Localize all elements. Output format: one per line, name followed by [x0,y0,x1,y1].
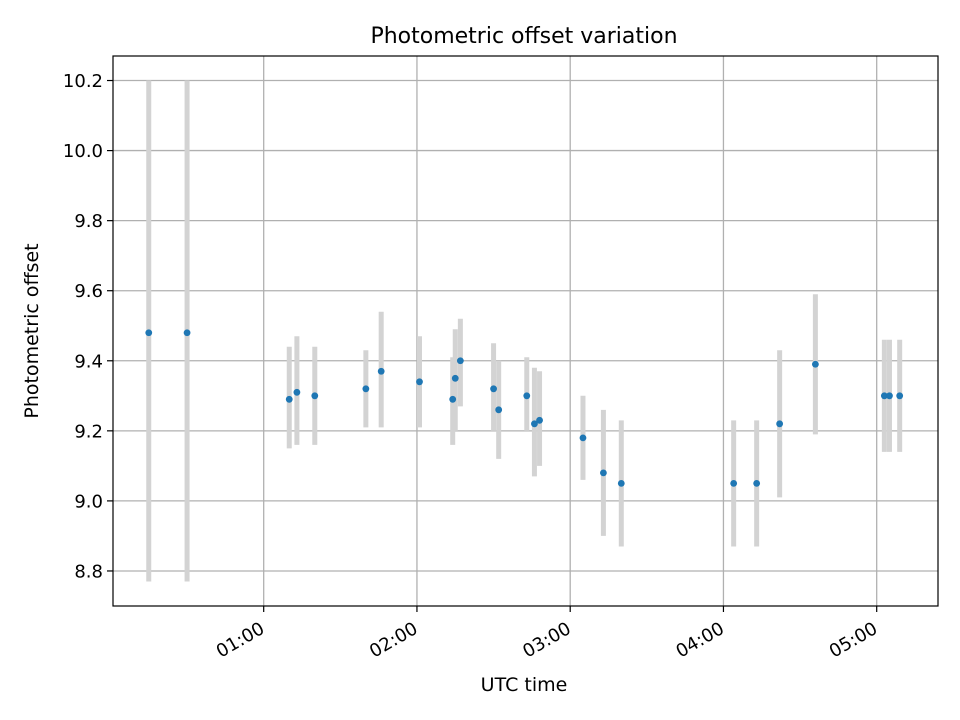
y-tick-label: 9.6 [74,281,103,302]
y-tick-label: 9.4 [74,351,103,372]
data-point [490,385,497,393]
data-point [886,392,893,400]
data-point [183,329,191,337]
data-point [377,367,385,375]
y-tick-label: 10.0 [63,141,103,162]
data-point [451,374,459,382]
data-point [523,392,531,400]
data-point [811,360,819,368]
data-point [600,469,607,477]
y-tick-label: 9.0 [74,491,103,512]
data-point [495,406,503,414]
data-point [753,479,761,487]
data-point [536,416,543,424]
data-point [617,479,625,487]
y-tick-label: 10.2 [63,71,103,92]
y-tick-label: 8.8 [74,561,103,582]
data-point [416,378,423,386]
data-point [896,392,904,400]
data-points [145,329,904,487]
plot-frame [112,55,939,607]
data-point [145,329,153,337]
data-point [531,420,538,428]
y-axis-ticks: 8.8 9.0 9.2 9.4 9.6 9.8 10.0 10.2 [63,71,113,582]
plot-area [113,56,938,606]
data-point [776,420,784,428]
data-point [293,388,301,396]
chart-title: Photometric offset variation [370,24,677,49]
data-point [730,479,738,487]
data-point [285,395,293,403]
y-tick-label: 9.2 [74,421,103,442]
x-axis-label: UTC time [481,674,568,696]
data-point [880,392,888,400]
y-axis-label: Photometric offset [21,243,43,418]
y-tick-label: 9.8 [74,211,103,232]
data-point [456,357,464,365]
data-point [579,434,587,442]
data-point [311,392,319,400]
data-point [449,395,457,403]
data-point [362,385,370,393]
